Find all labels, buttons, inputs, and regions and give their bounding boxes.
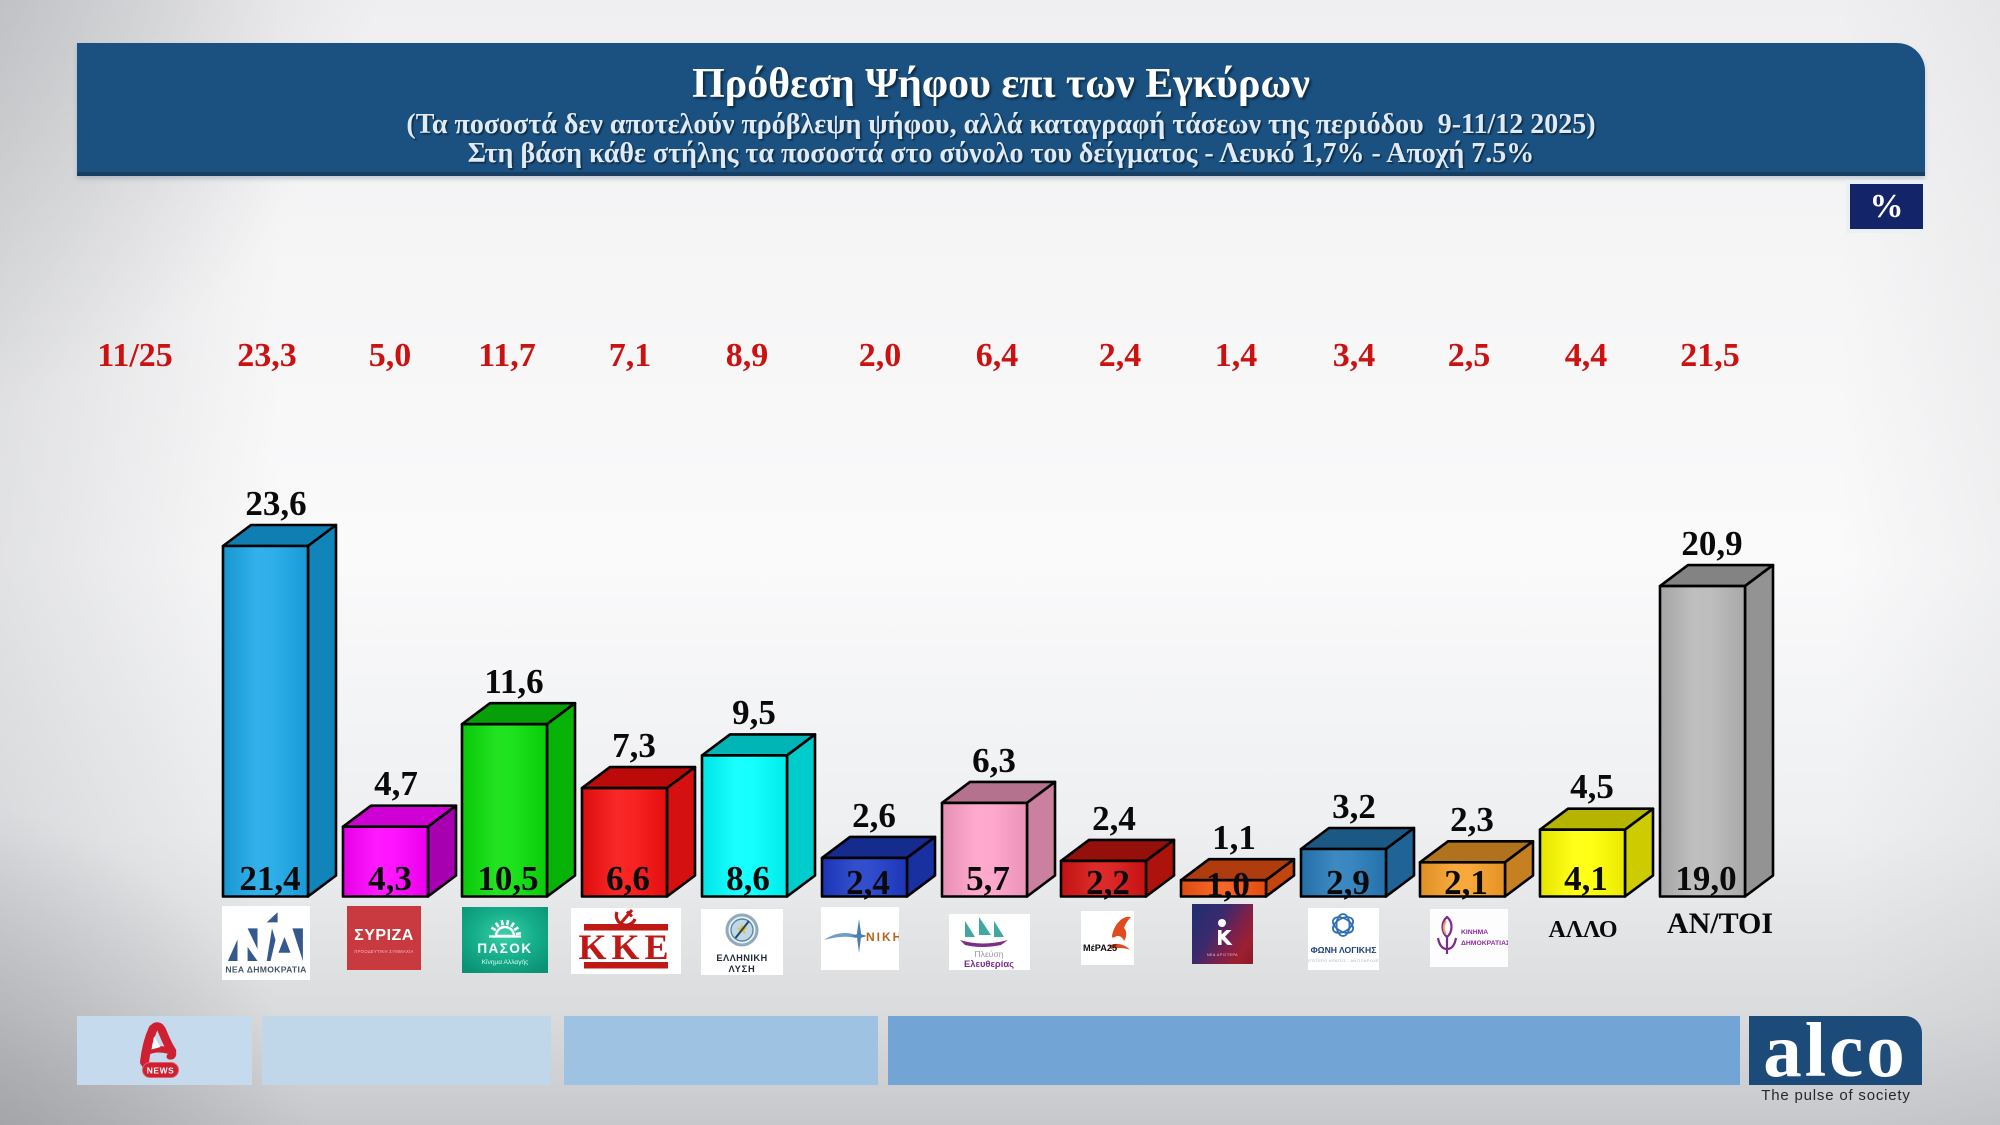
svg-text:Πλεύση: Πλεύση: [974, 949, 1003, 959]
svg-text:NEWS: NEWS: [147, 1066, 175, 1076]
svg-text:ΠΡΟΟΔΕΥΤΙΚΗ ΣΥΜΜΑΧΙΑ: ΠΡΟΟΔΕΥΤΙΚΗ ΣΥΜΜΑΧΙΑ: [354, 949, 413, 954]
svg-text:KKE: KKE: [578, 927, 673, 967]
svg-text:ΝΕΑ ΔΗΜΟΚΡΑΤΙΑ: ΝΕΑ ΔΗΜΟΚΡΑΤΙΑ: [225, 965, 306, 975]
svg-text:ΝΕΑ ΑΡΙΣΤΕΡΑ: ΝΕΑ ΑΡΙΣΤΕΡΑ: [1207, 953, 1238, 957]
svg-text:ΕΛΛΗΝΙΚΗ: ΕΛΛΗΝΙΚΗ: [716, 953, 767, 963]
svg-text:ΛΙΓΟΤΕΡΟ ΚΡΑΤΟΣ - ΑΝΤΙΠΑΡΟΧΕΣ: ΛΙΓΟΤΕΡΟ ΚΡΑΤΟΣ - ΑΝΤΙΠΑΡΟΧΕΣ: [1308, 958, 1379, 963]
svg-text:Κίνημα Αλλαγής: Κίνημα Αλλαγής: [482, 958, 529, 966]
svg-text:Ελευθερίας: Ελευθερίας: [964, 958, 1014, 969]
svg-text:ΣΥΡΙΖΑ: ΣΥΡΙΖΑ: [354, 927, 414, 944]
svg-text:ΔΗΜΟΚΡΑΤΙΑΣ: ΔΗΜΟΚΡΑΤΙΑΣ: [1461, 940, 1508, 947]
svg-text:ΠΑΣΟΚ: ΠΑΣΟΚ: [477, 941, 532, 956]
svg-text:ΛΥΣΗ: ΛΥΣΗ: [728, 964, 755, 974]
svg-text:ΜέΡΑ25: ΜέΡΑ25: [1083, 943, 1117, 953]
svg-text:ΚΙΝΗΜΑ: ΚΙΝΗΜΑ: [1461, 929, 1488, 936]
svg-text:ΝΙΚΗ: ΝΙΚΗ: [866, 930, 899, 944]
svg-text:ΦΩΝΗ ΛΟΓΙΚΗΣ: ΦΩΝΗ ΛΟΓΙΚΗΣ: [1311, 945, 1377, 955]
